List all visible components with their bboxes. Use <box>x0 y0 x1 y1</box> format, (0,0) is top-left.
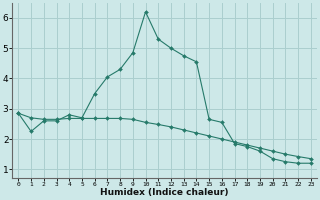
X-axis label: Humidex (Indice chaleur): Humidex (Indice chaleur) <box>100 188 229 197</box>
